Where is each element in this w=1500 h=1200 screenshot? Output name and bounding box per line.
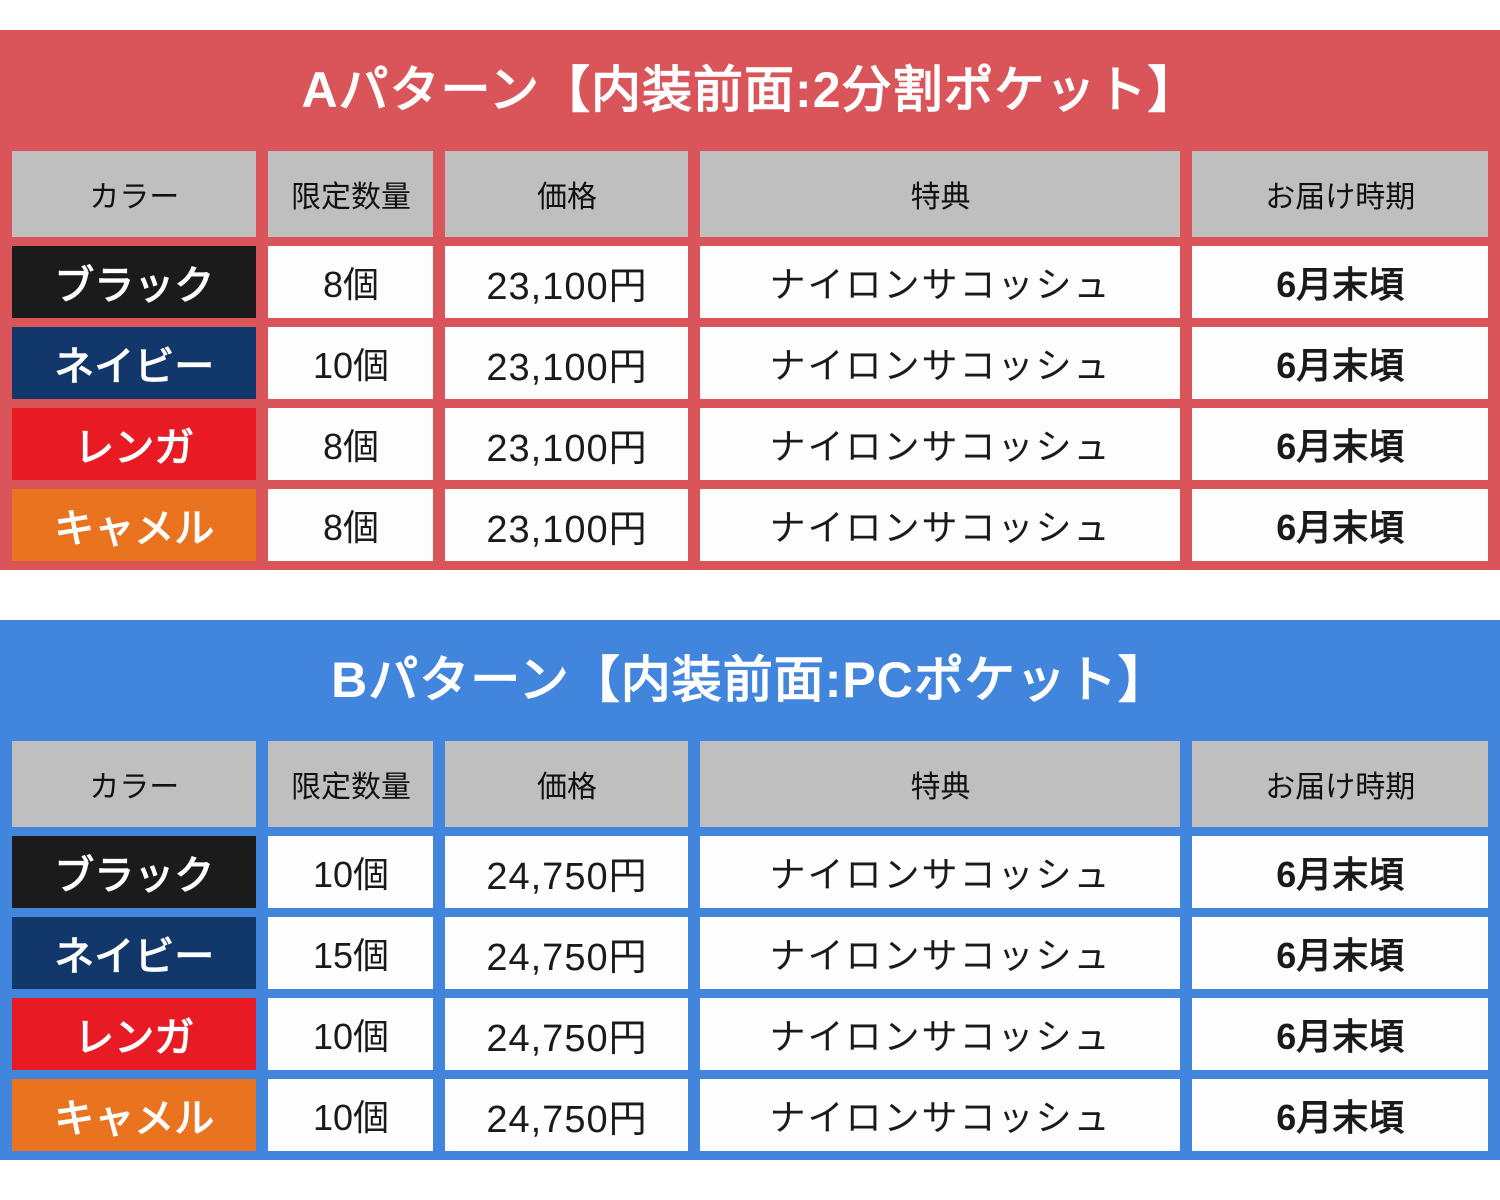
qty-cell: 8個 xyxy=(268,246,434,318)
table-row: ブラック 8個 23,100円 ナイロンサコッシュ 6月末頃 xyxy=(12,246,1488,318)
price-cell: 24,750円 xyxy=(445,836,689,908)
pattern-a-table: カラー 限定数量 価格 特典 お届け時期 ブラック 8個 23,100円 ナイロ… xyxy=(0,142,1500,570)
pattern-b-table: カラー 限定数量 価格 特典 お届け時期 ブラック 10個 24,750円 ナイ… xyxy=(0,732,1500,1160)
bonus-cell: ナイロンサコッシュ xyxy=(700,998,1181,1070)
price-cell: 23,100円 xyxy=(445,246,689,318)
bonus-cell: ナイロンサコッシュ xyxy=(700,246,1181,318)
color-name-cell: ネイビー xyxy=(12,917,257,989)
pattern-b-panel: Bパターン【内装前面:PCポケット】 カラー 限定数量 価格 特典 お届け時期 … xyxy=(0,620,1500,1160)
price-cell: 24,750円 xyxy=(445,917,689,989)
color-name-cell: キャメル xyxy=(12,489,257,561)
column-header-color: カラー xyxy=(12,741,257,827)
delivery-cell: 6月末頃 xyxy=(1192,917,1488,989)
price-cell: 23,100円 xyxy=(445,327,689,399)
delivery-cell: 6月末頃 xyxy=(1192,246,1488,318)
table-row: ネイビー 10個 23,100円 ナイロンサコッシュ 6月末頃 xyxy=(12,327,1488,399)
color-name-cell: ネイビー xyxy=(12,327,257,399)
qty-cell: 10個 xyxy=(268,1079,434,1151)
qty-cell: 10個 xyxy=(268,836,434,908)
column-header-bonus: 特典 xyxy=(700,151,1181,237)
price-cell: 24,750円 xyxy=(445,998,689,1070)
price-cell: 23,100円 xyxy=(445,408,689,480)
color-name-cell: キャメル xyxy=(12,1079,257,1151)
qty-cell: 15個 xyxy=(268,917,434,989)
color-name-cell: ブラック xyxy=(12,836,257,908)
pattern-a-title: Aパターン【内装前面:2分割ポケット】 xyxy=(301,62,1199,118)
table-row: キャメル 10個 24,750円 ナイロンサコッシュ 6月末頃 xyxy=(12,1079,1488,1151)
color-name-cell: レンガ xyxy=(12,408,257,480)
delivery-cell: 6月末頃 xyxy=(1192,489,1488,561)
delivery-cell: 6月末頃 xyxy=(1192,327,1488,399)
qty-cell: 10個 xyxy=(268,327,434,399)
qty-cell: 10個 xyxy=(268,998,434,1070)
column-header-price: 価格 xyxy=(445,151,689,237)
column-header-delivery: お届け時期 xyxy=(1192,741,1488,827)
price-cell: 24,750円 xyxy=(445,1079,689,1151)
color-name-cell: ブラック xyxy=(12,246,257,318)
table-row: レンガ 10個 24,750円 ナイロンサコッシュ 6月末頃 xyxy=(12,998,1488,1070)
delivery-cell: 6月末頃 xyxy=(1192,998,1488,1070)
qty-cell: 8個 xyxy=(268,489,434,561)
bonus-cell: ナイロンサコッシュ xyxy=(700,1079,1181,1151)
header-row: カラー 限定数量 価格 特典 お届け時期 xyxy=(12,741,1488,827)
header-row: カラー 限定数量 価格 特典 お届け時期 xyxy=(12,151,1488,237)
pattern-a-panel: Aパターン【内装前面:2分割ポケット】 カラー 限定数量 価格 特典 お届け時期… xyxy=(0,30,1500,570)
table-row: ネイビー 15個 24,750円 ナイロンサコッシュ 6月末頃 xyxy=(12,917,1488,989)
column-header-price: 価格 xyxy=(445,741,689,827)
bonus-cell: ナイロンサコッシュ xyxy=(700,489,1181,561)
qty-cell: 8個 xyxy=(268,408,434,480)
pattern-b-title: Bパターン【内装前面:PCポケット】 xyxy=(331,652,1169,708)
column-header-qty: 限定数量 xyxy=(268,151,434,237)
price-cell: 23,100円 xyxy=(445,489,689,561)
bonus-cell: ナイロンサコッシュ xyxy=(700,408,1181,480)
table-row: ブラック 10個 24,750円 ナイロンサコッシュ 6月末頃 xyxy=(12,836,1488,908)
color-name-cell: レンガ xyxy=(12,998,257,1070)
column-header-delivery: お届け時期 xyxy=(1192,151,1488,237)
column-header-bonus: 特典 xyxy=(700,741,1181,827)
bonus-cell: ナイロンサコッシュ xyxy=(700,836,1181,908)
column-header-color: カラー xyxy=(12,151,257,237)
delivery-cell: 6月末頃 xyxy=(1192,836,1488,908)
delivery-cell: 6月末頃 xyxy=(1192,408,1488,480)
bonus-cell: ナイロンサコッシュ xyxy=(700,917,1181,989)
table-row: レンガ 8個 23,100円 ナイロンサコッシュ 6月末頃 xyxy=(12,408,1488,480)
bonus-cell: ナイロンサコッシュ xyxy=(700,327,1181,399)
table-row: キャメル 8個 23,100円 ナイロンサコッシュ 6月末頃 xyxy=(12,489,1488,561)
column-header-qty: 限定数量 xyxy=(268,741,434,827)
delivery-cell: 6月末頃 xyxy=(1192,1079,1488,1151)
